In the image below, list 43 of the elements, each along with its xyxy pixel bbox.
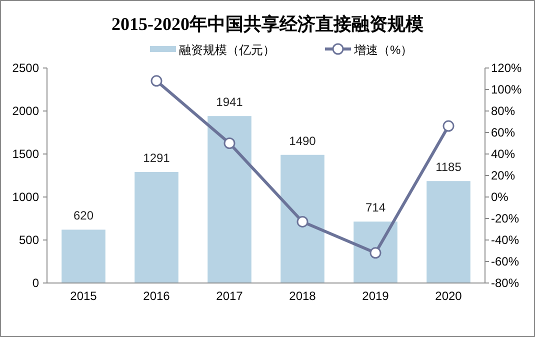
data-label: 1185 xyxy=(436,160,462,174)
data-label: 714 xyxy=(365,200,386,215)
y2-tick-label: 100% xyxy=(491,82,522,96)
x-tick-label: 2019 xyxy=(362,289,390,303)
data-label: 1490 xyxy=(289,134,316,148)
point xyxy=(150,75,162,87)
x-tick-label: 2016 xyxy=(143,289,170,303)
bar xyxy=(354,222,398,283)
chart-title: 2015-2020年中国共享经济直接融资规模 xyxy=(112,14,424,34)
bar xyxy=(134,172,178,283)
y-tick-label: 1500 xyxy=(12,147,40,161)
y2-tick-label: 120% xyxy=(491,61,522,75)
x-tick-label: 2015 xyxy=(70,289,98,303)
point xyxy=(370,247,382,259)
bar xyxy=(280,154,324,283)
y2-tick-label: 60% xyxy=(491,126,516,140)
point xyxy=(442,120,454,132)
bar xyxy=(426,181,470,283)
x-tick-label: 2018 xyxy=(289,289,316,303)
y2-tick-label: -40% xyxy=(491,233,520,247)
y2-tick-label: 80% xyxy=(491,104,516,118)
bar xyxy=(62,230,106,283)
bar xyxy=(208,116,252,283)
data-label: 620 xyxy=(73,208,94,223)
point xyxy=(224,138,236,149)
y2-tick-label: -80% xyxy=(491,276,520,290)
y2-tick-label: 0% xyxy=(491,190,509,204)
y-tick-label: 500 xyxy=(18,233,40,247)
y2-tick-label: -20% xyxy=(491,212,520,226)
legend-label: 增速（%） xyxy=(353,43,413,57)
y2-tick-label: -60% xyxy=(491,254,520,268)
y2-tick-label: 20% xyxy=(491,168,516,182)
legend-label: 融资规模（亿元） xyxy=(179,43,275,57)
y2-tick-label: 40% xyxy=(491,147,516,161)
data-label: 1941 xyxy=(216,95,244,110)
data-label: 1291 xyxy=(143,150,170,165)
y-tick-label: 1000 xyxy=(12,190,40,204)
y-tick-label: 0 xyxy=(32,276,40,290)
x-tick-label: 2020 xyxy=(435,289,462,303)
x-tick-label: 2017 xyxy=(216,289,244,303)
y-tick-label: 2000 xyxy=(12,104,40,118)
point xyxy=(296,216,308,228)
y-tick-label: 2500 xyxy=(12,61,40,75)
